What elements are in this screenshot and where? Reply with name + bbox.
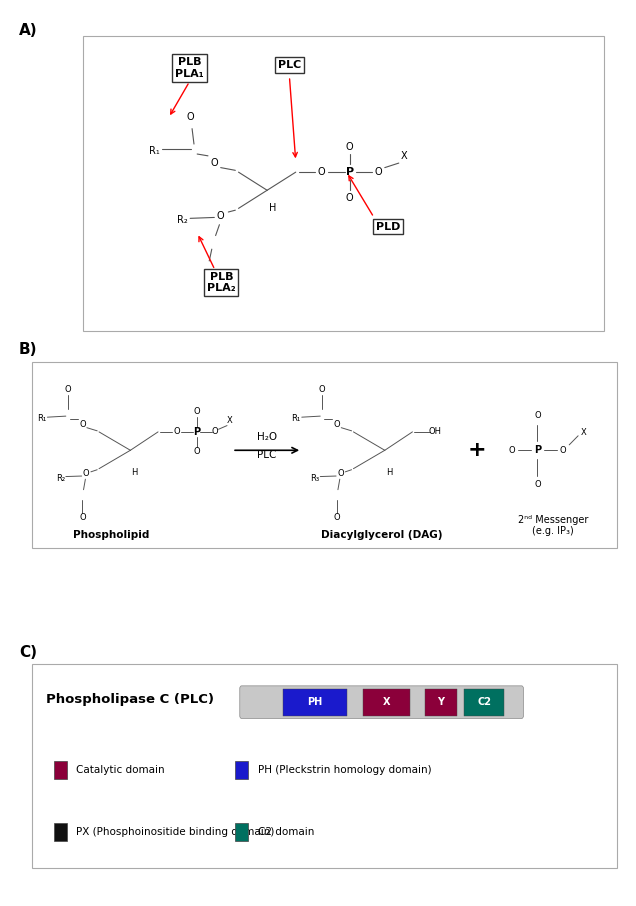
Text: PH: PH bbox=[307, 697, 322, 708]
Text: O: O bbox=[79, 419, 86, 429]
FancyBboxPatch shape bbox=[32, 362, 617, 548]
Text: O: O bbox=[319, 385, 326, 394]
Text: O: O bbox=[79, 513, 86, 522]
FancyBboxPatch shape bbox=[464, 689, 504, 716]
Text: A): A) bbox=[19, 23, 38, 38]
Text: O: O bbox=[217, 210, 225, 221]
Text: O: O bbox=[337, 469, 344, 478]
Text: O: O bbox=[346, 192, 354, 203]
FancyBboxPatch shape bbox=[235, 761, 248, 779]
Text: R₃: R₃ bbox=[310, 474, 319, 483]
FancyBboxPatch shape bbox=[425, 689, 457, 716]
Text: P: P bbox=[534, 445, 541, 456]
Text: P: P bbox=[193, 427, 200, 437]
Text: PLB
PLA₁: PLB PLA₁ bbox=[175, 57, 204, 79]
Text: O: O bbox=[534, 411, 541, 420]
Text: X: X bbox=[383, 697, 390, 708]
FancyBboxPatch shape bbox=[54, 823, 67, 841]
Text: O: O bbox=[64, 385, 71, 394]
Text: R₂: R₂ bbox=[56, 474, 65, 483]
Text: R₁: R₁ bbox=[149, 146, 160, 157]
Text: X: X bbox=[401, 150, 407, 161]
Text: O: O bbox=[193, 448, 200, 457]
Text: O: O bbox=[212, 428, 219, 437]
Text: Phospholipase C (PLC): Phospholipase C (PLC) bbox=[46, 693, 214, 706]
Text: O: O bbox=[509, 446, 515, 455]
Text: Diacylglycerol (DAG): Diacylglycerol (DAG) bbox=[321, 529, 443, 540]
Text: X: X bbox=[227, 416, 233, 425]
Text: O: O bbox=[560, 446, 566, 455]
Text: Catalytic domain: Catalytic domain bbox=[76, 765, 165, 776]
Text: OH: OH bbox=[429, 428, 442, 437]
Text: R₁: R₁ bbox=[38, 414, 46, 423]
Text: O: O bbox=[173, 428, 180, 437]
Text: B): B) bbox=[19, 342, 38, 357]
Text: 2ⁿᵈ Messenger
(e.g. IP₃): 2ⁿᵈ Messenger (e.g. IP₃) bbox=[518, 515, 588, 536]
Text: C2: C2 bbox=[477, 697, 492, 708]
Text: O: O bbox=[333, 513, 340, 522]
FancyBboxPatch shape bbox=[83, 36, 604, 331]
Text: PH (Pleckstrin homology domain): PH (Pleckstrin homology domain) bbox=[258, 765, 431, 776]
Text: O: O bbox=[333, 419, 340, 429]
Text: O: O bbox=[204, 272, 212, 283]
Text: X: X bbox=[580, 428, 586, 437]
Text: PLD: PLD bbox=[376, 221, 400, 232]
Text: O: O bbox=[193, 408, 200, 417]
FancyBboxPatch shape bbox=[283, 689, 347, 716]
FancyBboxPatch shape bbox=[235, 823, 248, 841]
Text: PLC: PLC bbox=[258, 449, 277, 460]
Text: H: H bbox=[132, 467, 138, 477]
Text: Phospholipid: Phospholipid bbox=[73, 529, 149, 540]
Text: O: O bbox=[187, 111, 195, 122]
Text: O: O bbox=[211, 158, 218, 169]
FancyBboxPatch shape bbox=[54, 761, 67, 779]
Text: O: O bbox=[317, 167, 325, 178]
Text: C2 domain: C2 domain bbox=[258, 826, 314, 837]
Text: +: + bbox=[467, 440, 487, 460]
Text: PX (Phosphoinositide binding domain): PX (Phosphoinositide binding domain) bbox=[76, 826, 275, 837]
Text: O: O bbox=[534, 480, 541, 489]
FancyBboxPatch shape bbox=[32, 664, 617, 868]
Text: C): C) bbox=[19, 645, 37, 660]
Text: O: O bbox=[346, 141, 354, 152]
Text: PLB
PLA₂: PLB PLA₂ bbox=[207, 272, 236, 294]
Text: R₁: R₁ bbox=[292, 414, 301, 423]
Text: Y: Y bbox=[437, 697, 445, 708]
Text: R₂: R₂ bbox=[177, 215, 188, 226]
Text: O: O bbox=[375, 167, 382, 178]
FancyBboxPatch shape bbox=[363, 689, 410, 716]
Text: PLC: PLC bbox=[278, 60, 301, 71]
Text: O: O bbox=[83, 469, 90, 478]
Text: P: P bbox=[346, 167, 354, 178]
Text: H: H bbox=[268, 203, 276, 214]
Text: H: H bbox=[386, 467, 392, 477]
Text: H₂O: H₂O bbox=[257, 431, 277, 442]
FancyBboxPatch shape bbox=[240, 686, 523, 718]
